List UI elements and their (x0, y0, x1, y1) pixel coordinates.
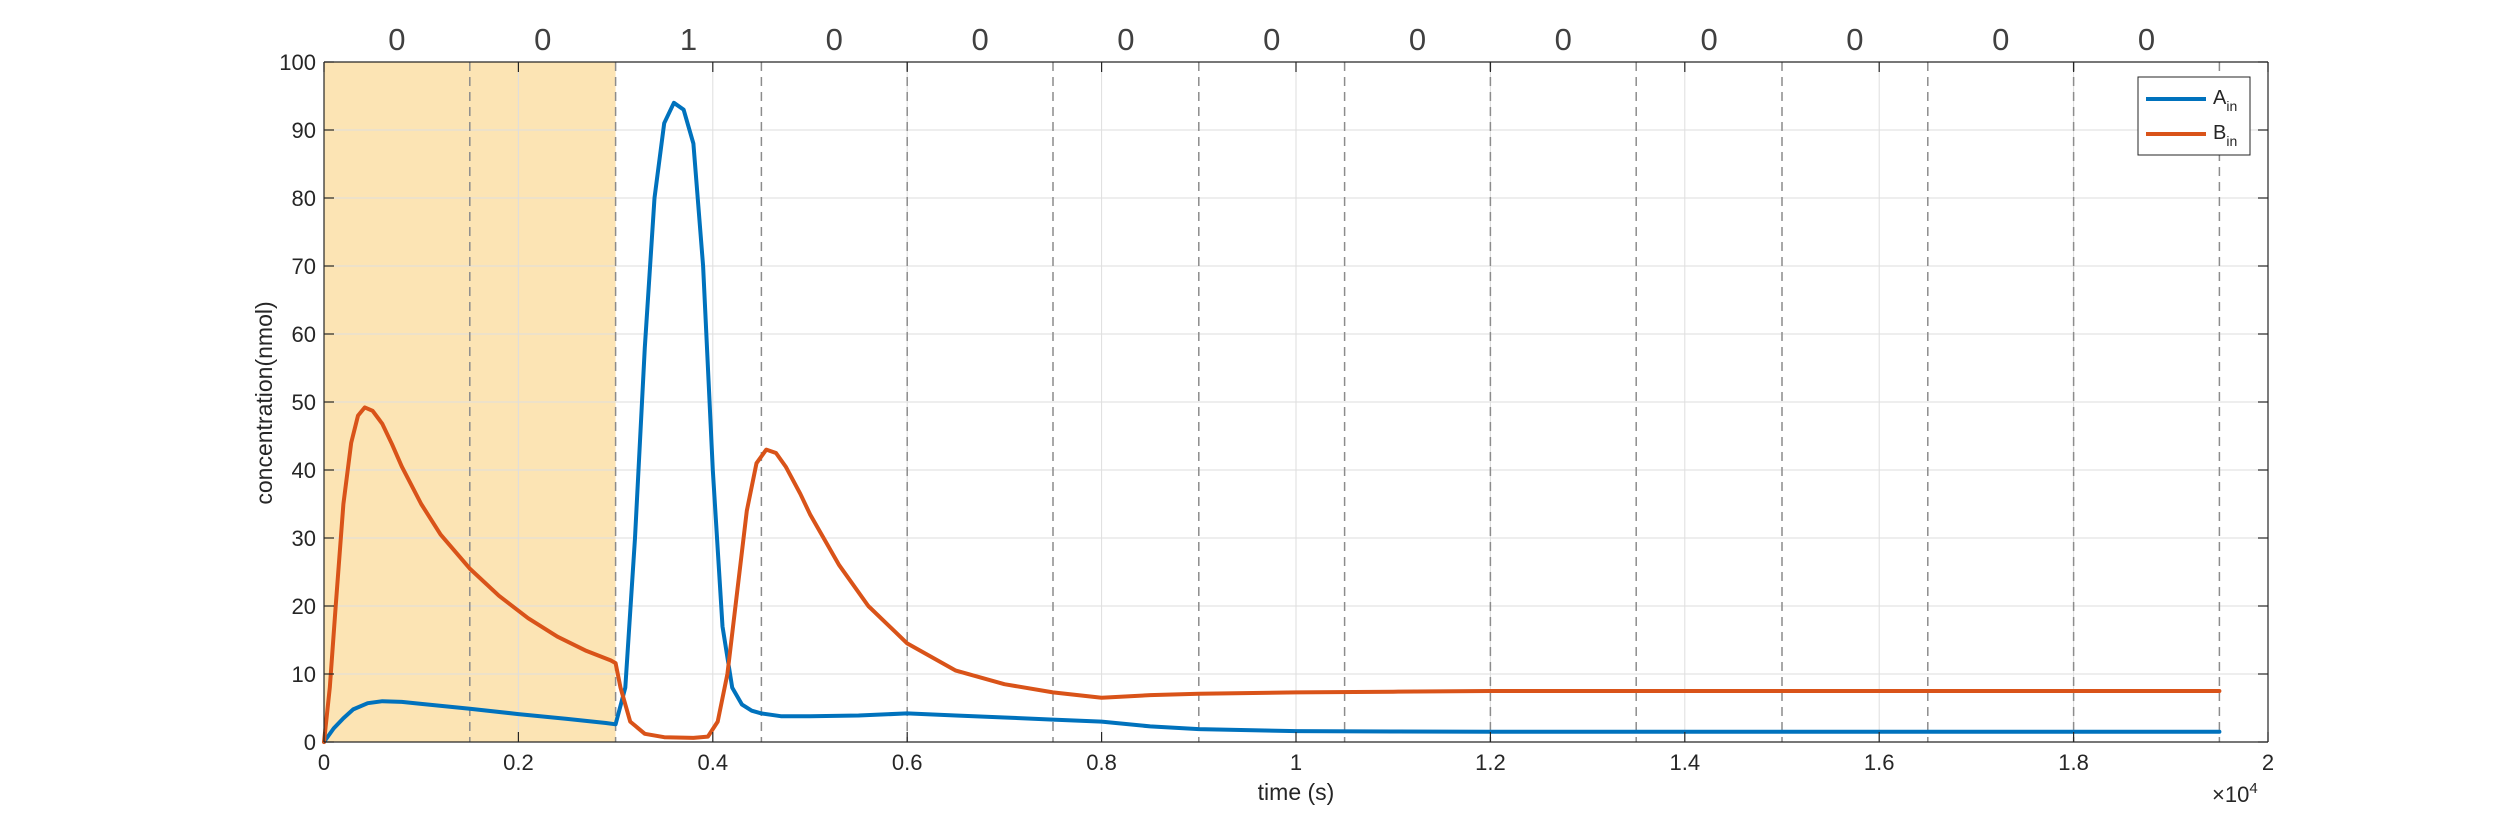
legend-label-a-sub: in (2226, 98, 2237, 114)
bit-label-layer: 0 0 1 0 0 0 0 0 0 0 0 0 0 (388, 22, 2155, 57)
x-tick-label: 1.4 (1670, 750, 1701, 775)
y-tick-label: 10 (292, 662, 316, 687)
bit-label: 1 (680, 22, 697, 57)
x-tick-label: 1.8 (2058, 750, 2089, 775)
bit-label: 0 (1409, 22, 1426, 57)
legend-label-b-sub: in (2226, 133, 2237, 149)
bit-label: 0 (1700, 22, 1717, 57)
bit-label: 0 (1263, 22, 1280, 57)
series-line-b (322, 405, 2222, 744)
x-axis-title: time (s) (1258, 779, 1335, 805)
x-tick-label: 0.4 (698, 750, 729, 775)
y-tick-label: 40 (292, 458, 316, 483)
bit-label: 0 (534, 22, 551, 57)
y-tick-label: 50 (292, 390, 316, 415)
legend-box (2137, 76, 2251, 156)
legend-label-b: Bin (2213, 122, 2237, 149)
tick-label-layer: 0 0.2 0.4 0.6 0.8 1 1.2 1.4 1.6 1.8 20102030405060… (279, 50, 2274, 775)
x-tick-label: 1 (1290, 750, 1302, 775)
x-tick-label: 0 (318, 750, 330, 775)
series-line-a (322, 100, 2222, 744)
y-tick-label: 60 (292, 322, 316, 347)
x-axis-exponent-power: 4 (2249, 780, 2257, 797)
x-tick-label: 0.8 (1086, 750, 1117, 775)
y-tick-label: 90 (292, 118, 316, 143)
x-tick-label: 0.6 (892, 750, 923, 775)
legend: Ain Bin (2137, 76, 2251, 156)
bit-label: 0 (826, 22, 843, 57)
series-layer (322, 100, 2222, 744)
y-tick-label: 0 (304, 730, 316, 755)
y-tick-label: 30 (292, 526, 316, 551)
x-axis-exponent-base: ×10 (2212, 782, 2249, 807)
segment-boundary-layer (469, 62, 2221, 742)
y-tick-label: 20 (292, 594, 316, 619)
x-tick-label: 1.6 (1864, 750, 1895, 775)
legend-label-b-name: B (2213, 122, 2226, 144)
y-tick-label: 70 (292, 254, 316, 279)
y-axis-title: concentration(nmol) (251, 301, 277, 504)
legend-label-a: Ain (2213, 87, 2237, 114)
x-tick-label: 0.2 (503, 750, 534, 775)
bit-label: 0 (2138, 22, 2155, 57)
bit-label: 0 (971, 22, 988, 57)
x-tick-label: 1.2 (1475, 750, 1506, 775)
bit-label: 0 (1846, 22, 1863, 57)
x-tick-label: 2 (2262, 750, 2274, 775)
x-axis-exponent: ×104 (2212, 780, 2258, 807)
legend-label-a-name: A (2213, 87, 2227, 109)
bit-label: 0 (1992, 22, 2009, 57)
bit-label: 0 (1555, 22, 1572, 57)
bit-label: 0 (388, 22, 405, 57)
y-tick-label: 80 (292, 186, 316, 211)
bit-label: 0 (1117, 22, 1134, 57)
axes-layer (323, 61, 2269, 743)
y-tick-label: 100 (279, 50, 316, 75)
